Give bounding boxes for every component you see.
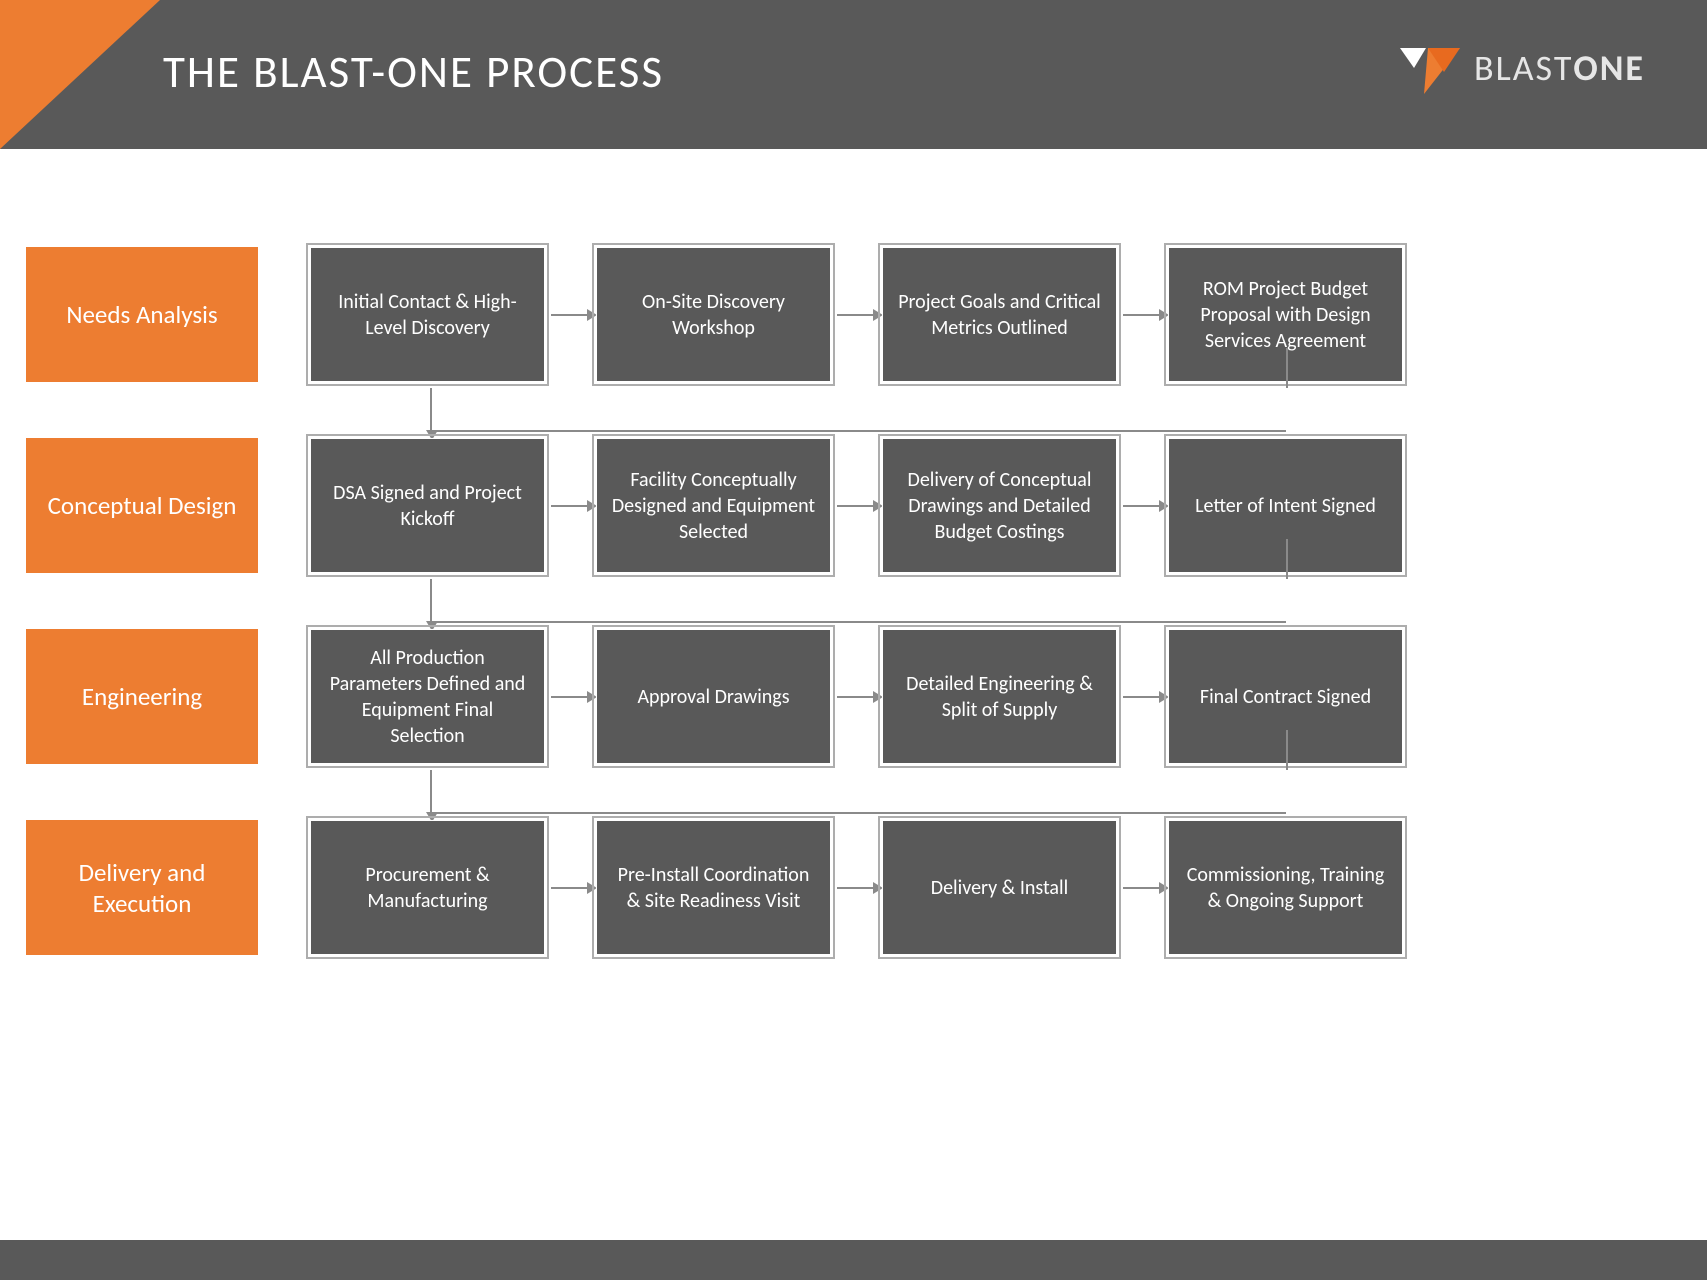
arrow-icon	[837, 505, 875, 507]
arrow-icon	[1123, 505, 1161, 507]
arrow-icon	[551, 505, 589, 507]
phase-box: Needs Analysis	[26, 247, 258, 382]
step-box: Project Goals and Critical Metrics Outli…	[882, 247, 1117, 382]
footer-bar	[0, 1240, 1707, 1280]
arrow-icon	[1123, 887, 1161, 889]
phase-box: Engineering	[26, 629, 258, 764]
page-title: THE BLAST-ONE PROCESS	[163, 45, 664, 100]
wrap-connector	[430, 579, 1286, 623]
process-row: Delivery and Execution Procurement & Manu…	[26, 820, 1681, 955]
header: THE BLAST-ONE PROCESS BLASTONE	[0, 0, 1707, 149]
wrap-connector	[430, 770, 1286, 814]
step-box: Initial Contact & High-Level Discovery	[310, 247, 545, 382]
arrow-icon	[1123, 314, 1161, 316]
step-box: Detailed Engineering & Split of Supply	[882, 629, 1117, 764]
arrow-icon	[551, 696, 589, 698]
step-box: Pre-Install Coordination & Site Readines…	[596, 820, 831, 955]
logo-text-light: BLAST	[1474, 46, 1573, 90]
process-row: Needs Analysis Initial Contact & High-Lev…	[26, 247, 1681, 382]
step-box: All Production Parameters Defined and Eq…	[310, 629, 545, 764]
logo-text-bold: ONE	[1573, 46, 1645, 90]
step-box: Procurement & Manufacturing	[310, 820, 545, 955]
arrow-icon	[551, 314, 589, 316]
process-row: Engineering All Production Parameters Def…	[26, 629, 1681, 764]
logo: BLASTONE	[1400, 42, 1645, 94]
arrow-icon	[1123, 696, 1161, 698]
arrow-icon	[551, 887, 589, 889]
logo-icon	[1400, 42, 1460, 94]
step-box: Facility Conceptually Designed and Equip…	[596, 438, 831, 573]
step-box: Commissioning, Training & Ongoing Suppor…	[1168, 820, 1403, 955]
arrow-icon	[837, 696, 875, 698]
logo-text: BLASTONE	[1474, 46, 1645, 90]
wrap-connector	[430, 388, 1286, 432]
phase-box: Delivery and Execution	[26, 820, 258, 955]
accent-triangle	[0, 0, 160, 149]
arrow-icon	[837, 314, 875, 316]
step-box: Delivery & Install	[882, 820, 1117, 955]
phase-box: Conceptual Design	[26, 438, 258, 573]
step-box: Delivery of Conceptual Drawings and Deta…	[882, 438, 1117, 573]
step-box: Approval Drawings	[596, 629, 831, 764]
process-diagram: Needs Analysis Initial Contact & High-Lev…	[26, 247, 1681, 1011]
process-row: Conceptual Design DSA Signed and Project …	[26, 438, 1681, 573]
step-box: On-Site Discovery Workshop	[596, 247, 831, 382]
arrow-icon	[837, 887, 875, 889]
step-box: DSA Signed and Project Kickoff	[310, 438, 545, 573]
